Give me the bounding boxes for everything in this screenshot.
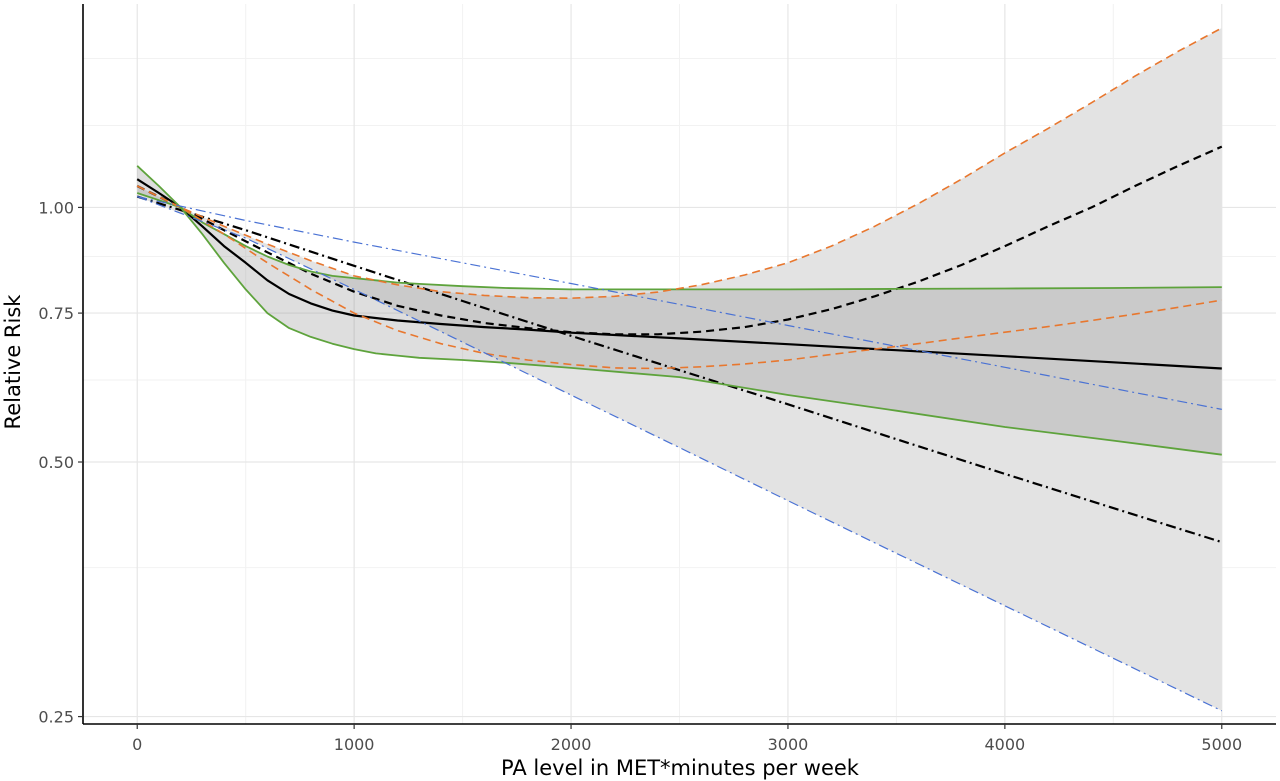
x-tick-labels: 0 1000 2000 3000 4000 5000 xyxy=(132,735,1242,754)
x-tick-label: 3000 xyxy=(768,735,809,754)
series-line xyxy=(136,165,1222,456)
y-tick-label: 0.75 xyxy=(38,304,74,323)
series-line xyxy=(136,195,1223,544)
x-axis-title: PA level in MET*minutes per week xyxy=(501,756,860,780)
x-tick-label: 2000 xyxy=(551,735,592,754)
confidence-band xyxy=(137,165,1222,455)
y-tick-label: 1.00 xyxy=(38,198,74,217)
series-line xyxy=(136,178,1222,370)
x-tick-label: 5000 xyxy=(1201,735,1242,754)
series-line xyxy=(136,145,1223,336)
x-tick-label: 0 xyxy=(132,735,142,754)
y-tick-labels: 0.25 0.50 0.75 1.00 xyxy=(38,198,74,726)
x-tick-label: 4000 xyxy=(985,735,1026,754)
axes xyxy=(78,4,1276,729)
y-tick-label: 0.50 xyxy=(38,453,74,472)
y-axis-title: Relative Risk xyxy=(1,294,25,430)
series-lines xyxy=(136,27,1223,712)
series-line xyxy=(137,196,1222,410)
series-line xyxy=(136,27,1223,299)
y-tick-label: 0.25 xyxy=(38,708,74,727)
x-tick-label: 1000 xyxy=(334,735,375,754)
series-line xyxy=(136,185,1222,370)
